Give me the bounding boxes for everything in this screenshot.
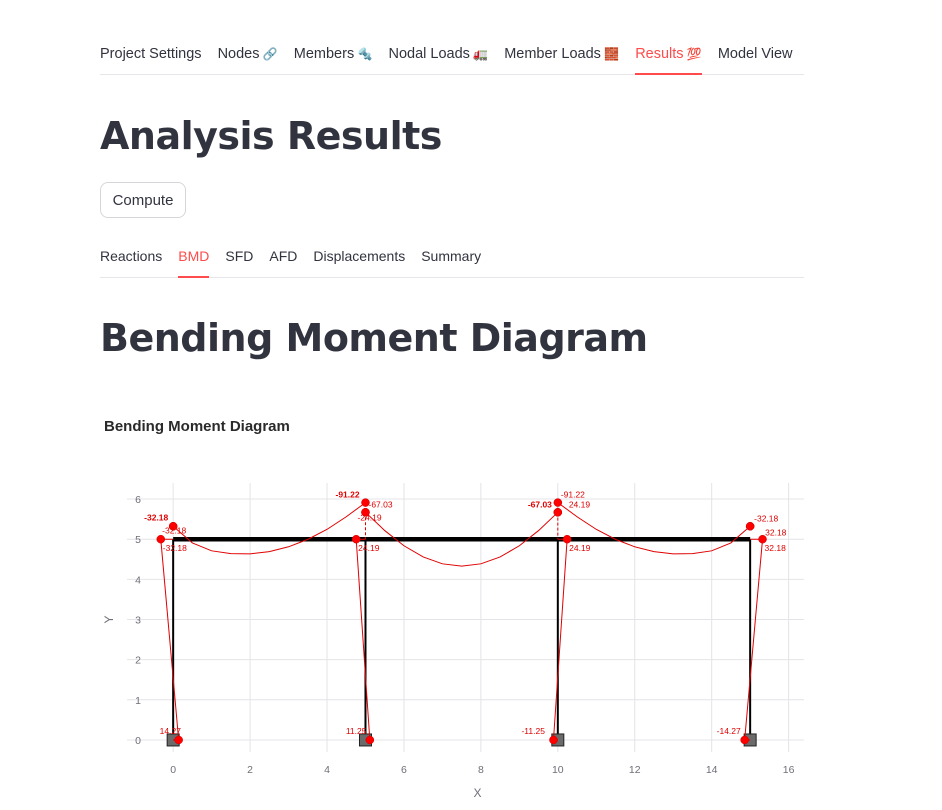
results-tab-bar: Reactions BMD SFD AFD Displacements Summary <box>100 248 804 278</box>
tab-label: Member Loads <box>504 46 601 62</box>
tab-label: Model View <box>717 46 793 62</box>
tab-label: Displacements <box>313 248 406 264</box>
y-axis-label: Y <box>102 615 116 623</box>
tab-label: SFD <box>225 248 254 264</box>
bmd-curve <box>355 538 371 741</box>
bmd-value-label: -32.18 <box>754 513 778 523</box>
tab-label: AFD <box>269 248 298 264</box>
tab-label: Summary <box>421 248 482 264</box>
bmd-point <box>758 534 767 544</box>
x-tick-label: 12 <box>629 764 641 776</box>
y-tick-label: 0 <box>135 735 141 747</box>
bmd-value-label: -32.18 <box>162 525 186 535</box>
result-tab-summary[interactable]: Summary <box>421 248 481 277</box>
tab-model-view[interactable]: Model View <box>718 46 793 74</box>
bmd-value-label: 32.18 <box>765 527 787 537</box>
x-tick-label: 16 <box>783 764 795 776</box>
chart-title: Bending Moment Diagram <box>104 418 290 435</box>
bmd-value-label: -67.03 <box>368 499 392 509</box>
bmd-value-label: 24.19 <box>569 499 591 509</box>
bmd-value-label: 24.19 <box>569 543 591 553</box>
tab-label: Results <box>635 46 684 62</box>
tab-label: Nodes <box>217 46 260 62</box>
bmd-point <box>553 508 563 517</box>
y-tick-label: 5 <box>135 534 141 546</box>
bmd-point <box>549 735 558 745</box>
bmd-value-label: -14.27 <box>717 726 741 736</box>
y-tick-label: 6 <box>135 494 141 506</box>
page-title: Analysis Results <box>100 114 442 158</box>
bmd-point <box>168 522 178 531</box>
tab-emoji-icon: 🚛 <box>469 47 489 61</box>
result-tab-afd[interactable]: AFD <box>269 248 297 277</box>
bmd-curve <box>744 538 764 741</box>
section-title: Bending Moment Diagram <box>100 316 648 360</box>
bmd-value-label: 14.27 <box>160 726 182 736</box>
x-tick-label: 0 <box>170 764 176 776</box>
tab-emoji-icon: 🔩 <box>354 47 373 61</box>
bmd-point <box>365 735 375 745</box>
x-tick-label: 8 <box>478 764 484 776</box>
tab-label: Nodal Loads <box>388 46 470 62</box>
bmd-value-label: -24.19 <box>357 512 381 522</box>
result-tab-displacements[interactable]: Displacements <box>313 248 405 277</box>
bmd-point <box>351 534 361 544</box>
x-tick-label: 2 <box>247 764 253 776</box>
bmd-point <box>745 522 755 531</box>
x-tick-label: 14 <box>706 764 718 776</box>
result-tab-reactions[interactable]: Reactions <box>100 248 162 277</box>
main-tab-bar: Project Settings Nodes 🔗 Members 🔩 Nodal Lo… <box>100 46 804 75</box>
bmd-point <box>361 498 370 507</box>
y-tick-label: 1 <box>135 695 141 707</box>
tab-emoji-icon: 💯 <box>683 47 702 61</box>
bmd-point <box>553 498 563 507</box>
x-tick-label: 6 <box>401 764 407 776</box>
tab-project-settings[interactable]: Project Settings <box>100 46 202 74</box>
y-tick-label: 3 <box>135 615 141 627</box>
bmd-value-label: -91.22 <box>335 490 359 500</box>
tab-nodal-loads[interactable]: Nodal Loads 🚛 <box>388 46 488 74</box>
tab-label: BMD <box>178 248 210 264</box>
bmd-curve <box>172 502 366 555</box>
tab-emoji-icon: 🔗 <box>259 47 278 61</box>
bmd-point <box>562 534 572 544</box>
bmd-point <box>361 508 370 517</box>
tab-label: Members <box>293 46 355 62</box>
bmd-curve <box>365 511 559 567</box>
bmd-value-label: 24.19 <box>358 543 380 553</box>
bmd-curve <box>557 502 751 555</box>
x-axis-label: X <box>473 786 481 800</box>
bmd-value-label: 11.25 <box>346 726 367 736</box>
bmd-value-label: -32.18 <box>163 543 187 553</box>
compute-button[interactable]: Compute <box>100 182 186 218</box>
bmd-value-label: -91.22 <box>561 490 585 500</box>
y-tick-label: 4 <box>135 574 141 586</box>
x-tick-label: 4 <box>324 764 330 776</box>
tab-label: Reactions <box>100 248 163 264</box>
tab-nodes[interactable]: Nodes 🔗 <box>218 46 278 74</box>
bmd-point <box>174 735 183 745</box>
tab-results[interactable]: Results 💯 <box>635 46 702 75</box>
x-tick-label: 10 <box>552 764 564 776</box>
tab-member-loads[interactable]: Member Loads 🧱 <box>504 46 619 74</box>
bmd-curve <box>552 538 568 741</box>
bmd-value-label: -11.25 <box>521 726 545 736</box>
result-tab-bmd[interactable]: BMD <box>178 248 210 278</box>
tab-label: Project Settings <box>100 46 202 62</box>
result-tab-sfd[interactable]: SFD <box>225 248 253 277</box>
bmd-value-label: 32.18 <box>765 543 787 553</box>
bmd-value-label: -32.18 <box>144 512 168 522</box>
tab-emoji-icon: 🧱 <box>600 47 620 61</box>
bmd-curve <box>160 538 180 741</box>
bmd-point <box>156 534 166 544</box>
tab-members[interactable]: Members 🔩 <box>294 46 373 74</box>
bmd-point <box>740 735 749 745</box>
bmd-value-label: -67.03 <box>528 499 552 509</box>
y-tick-label: 2 <box>135 655 141 667</box>
